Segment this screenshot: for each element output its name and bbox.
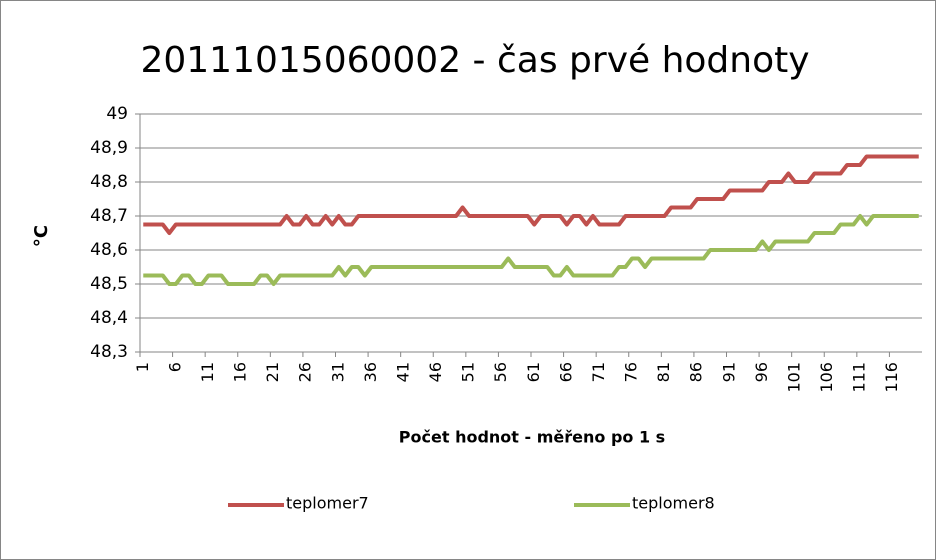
x-tick-label: 101 [784,362,803,393]
y-tick-label: 48,8 [90,172,128,192]
y-tick-label: 49 [106,104,128,124]
x-tick-label: 76 [622,362,641,382]
x-tick-label: 11 [198,362,217,382]
y-tick-label: 48,7 [90,206,128,226]
chart-title: 20111015060002 - čas prvé hodnoty [140,40,809,81]
series-line [143,214,919,286]
y-tick-label: 48,6 [90,240,128,260]
x-tick-label: 96 [752,362,771,382]
x-tick-label: 31 [328,362,347,382]
y-tick-label: 48,5 [90,274,128,294]
y-tick-label: 48,9 [90,138,128,158]
y-tick-label: 48,4 [90,308,128,328]
series-line [143,154,919,235]
legend-label: teplomer8 [632,494,715,513]
x-tick-label: 6 [165,362,184,372]
x-tick-label: 71 [589,362,608,382]
x-tick-label: 26 [296,362,315,382]
x-tick-label: 86 [687,362,706,382]
x-tick-label: 66 [556,362,575,382]
x-tick-label: 46 [426,362,445,382]
y-axis-title: °C [31,225,52,247]
x-tick-label: 111 [850,362,869,393]
x-tick-label: 61 [524,362,543,382]
x-tick-label: 16 [231,362,250,382]
x-tick-label: 1 [133,362,152,372]
x-tick-label: 36 [361,362,380,382]
x-tick-label: 116 [882,362,901,393]
x-tick-label: 21 [263,362,282,382]
x-tick-label: 41 [393,362,412,382]
x-axis-title: Počet hodnot - měřeno po 1 s [399,428,665,447]
x-tick-label: 106 [817,362,836,393]
y-tick-label: 48,3 [90,342,128,362]
x-tick-label: 56 [491,362,510,382]
x-tick-label: 51 [459,362,478,382]
x-tick-label: 81 [654,362,673,382]
x-tick-label: 91 [719,362,738,382]
legend-label: teplomer7 [286,494,369,513]
